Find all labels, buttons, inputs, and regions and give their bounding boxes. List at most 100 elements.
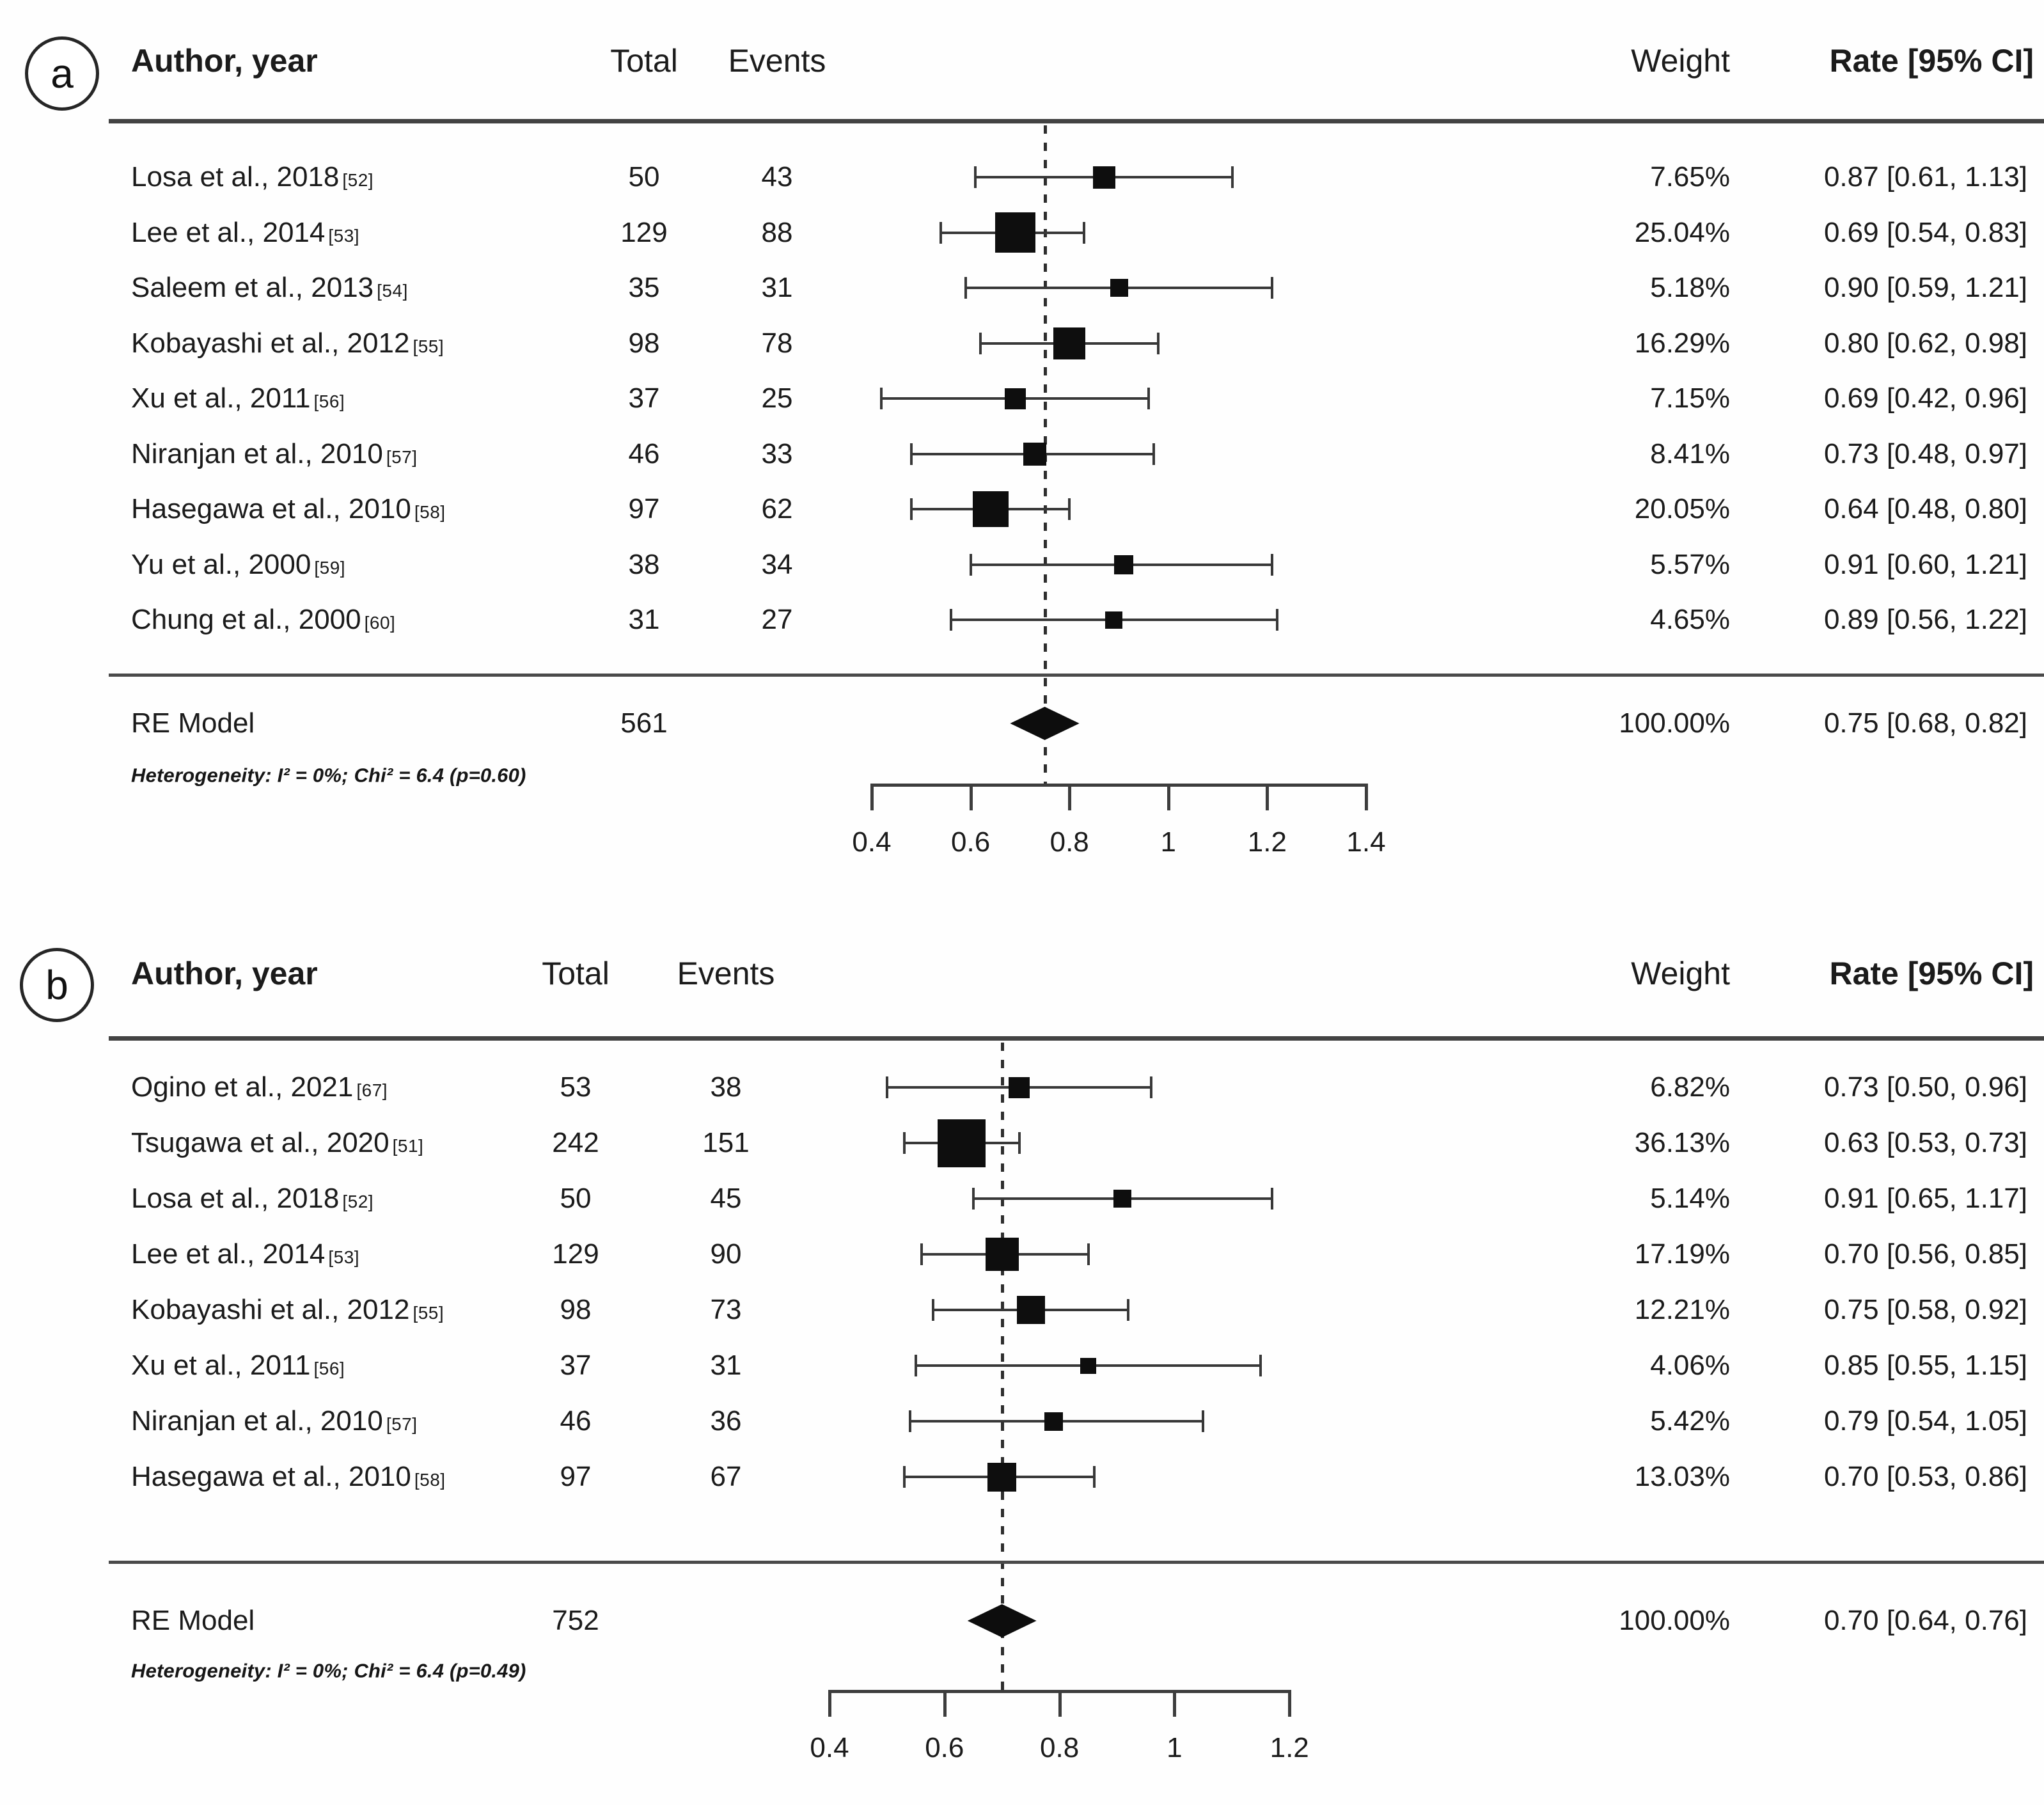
total-value: 53 — [560, 1071, 592, 1103]
point-estimate-square — [1105, 611, 1123, 629]
ci-cap-lower — [979, 332, 982, 354]
weight-value: 6.82% — [1650, 1071, 1730, 1103]
x-axis-tick — [1058, 1690, 1062, 1717]
column-header-events: Events — [728, 43, 826, 79]
weight-value: 36.13% — [1634, 1127, 1730, 1158]
weight-value: 12.21% — [1634, 1294, 1730, 1325]
x-axis-line — [870, 784, 1367, 787]
x-axis-tick-label: 0.6 — [925, 1732, 964, 1763]
point-estimate-square — [994, 212, 1035, 253]
events-value: 33 — [761, 437, 793, 469]
events-value: 27 — [761, 604, 793, 635]
x-axis-tick-label: 1 — [1167, 1732, 1183, 1763]
panel-badge-b: b — [20, 948, 94, 1022]
study-author-label: Yu et al., 2000 [59] — [131, 548, 345, 580]
events-value: 43 — [761, 161, 793, 193]
summary-diamond — [967, 1604, 1037, 1637]
weight-value: 5.42% — [1650, 1405, 1730, 1437]
total-value: 35 — [628, 272, 660, 303]
events-value: 88 — [761, 216, 793, 248]
weight-value: 16.29% — [1634, 327, 1730, 359]
x-axis-tick — [1266, 784, 1270, 810]
ci-cap-lower — [909, 498, 913, 520]
author-text: Kobayashi et al., 2012 — [131, 1294, 410, 1325]
study-author-label: Losa et al., 2018 [52] — [131, 1185, 373, 1213]
rate-ci-value: 0.75 [0.58, 0.92] — [1823, 1294, 2027, 1325]
x-axis-tick-label: 1.2 — [1270, 1732, 1309, 1763]
total-value: 46 — [628, 437, 660, 469]
pooled-estimate-reference-line — [1000, 1043, 1004, 1692]
rate-ci-value: 0.90 [0.59, 1.21] — [1823, 272, 2027, 303]
point-estimate-square — [972, 491, 1009, 527]
ci-cap-upper — [1231, 166, 1234, 188]
events-value: 38 — [710, 1071, 742, 1103]
author-text: Niranjan et al., 2010 — [131, 1405, 383, 1437]
events-value: 31 — [761, 272, 793, 303]
reference-number: [51] — [392, 1136, 424, 1156]
weight-value: 7.65% — [1650, 161, 1730, 193]
point-estimate-square — [1016, 1296, 1045, 1324]
weight-value: 20.05% — [1634, 493, 1730, 524]
author-text: Lee et al., 2014 — [131, 1238, 326, 1270]
total-value: 97 — [560, 1461, 592, 1492]
ci-cap-lower — [971, 1188, 975, 1210]
column-header-weight: Weight — [1631, 956, 1730, 991]
ci-cap-lower — [914, 1355, 917, 1376]
heterogeneity-note: Heterogeneity: I² = 0%; Chi² = 6.4 (p=0.… — [131, 764, 526, 787]
rate-ci-value: 0.73 [0.48, 0.97] — [1823, 437, 2027, 469]
ci-cap-lower — [920, 1243, 923, 1265]
re-model-weight: 100.00% — [1619, 1605, 1730, 1636]
events-value: 62 — [761, 493, 793, 524]
author-text: Saleem et al., 2013 — [131, 272, 374, 303]
events-value: 25 — [761, 382, 793, 414]
ci-cap-lower — [908, 1410, 911, 1432]
ci-cap-upper — [1259, 1355, 1262, 1376]
weight-value: 13.03% — [1634, 1461, 1730, 1492]
ci-cap-lower — [931, 1299, 934, 1321]
x-axis-tick — [969, 784, 973, 810]
reference-number: [58] — [414, 502, 446, 522]
point-estimate-square — [1053, 327, 1086, 359]
reference-number: [52] — [342, 1192, 374, 1211]
reference-number: [57] — [386, 446, 418, 467]
study-author-label: Losa et al., 2018 [52] — [131, 163, 373, 191]
rate-ci-value: 0.87 [0.61, 1.13] — [1823, 161, 2027, 193]
x-axis-tick — [870, 784, 874, 810]
study-author-label: Xu et al., 2011 [56] — [131, 384, 345, 413]
ci-cap-lower — [880, 388, 883, 409]
reference-number: [55] — [413, 336, 444, 356]
author-text: Chung et al., 2000 — [131, 604, 361, 635]
author-text: Yu et al., 2000 — [131, 548, 311, 580]
reference-number: [55] — [413, 1303, 444, 1323]
ci-cap-lower — [949, 609, 952, 631]
x-axis-tick — [1068, 784, 1072, 810]
study-author-label: Lee et al., 2014 [53] — [131, 1240, 359, 1268]
total-value: 129 — [552, 1238, 599, 1270]
panel-letter-b: b — [45, 962, 68, 1008]
ci-cap-upper — [1271, 1188, 1274, 1210]
rate-ci-value: 0.69 [0.54, 0.83] — [1823, 216, 2027, 248]
re-model-rate: 0.70 [0.64, 0.76] — [1823, 1605, 2027, 1636]
author-text: Ogino et al., 2021 — [131, 1071, 354, 1103]
author-text: Lee et al., 2014 — [131, 216, 326, 248]
panel-badge-a: a — [25, 36, 99, 111]
rate-ci-value: 0.70 [0.53, 0.86] — [1823, 1461, 2027, 1492]
ci-cap-upper — [1083, 221, 1086, 244]
total-value: 38 — [628, 548, 660, 580]
events-value: 45 — [710, 1183, 742, 1214]
study-author-label: Kobayashi et al., 2012 [55] — [131, 329, 444, 358]
weight-value: 4.06% — [1650, 1350, 1730, 1381]
total-value: 98 — [628, 327, 660, 359]
ci-cap-upper — [1157, 332, 1160, 354]
x-axis-tick-label: 1.2 — [1247, 826, 1287, 858]
ci-cap-lower — [909, 443, 913, 465]
study-author-label: Lee et al., 2014 [53] — [131, 216, 359, 248]
point-estimate-square — [1110, 279, 1128, 297]
reference-number: [57] — [386, 1414, 418, 1434]
column-header-weight: Weight — [1631, 43, 1730, 79]
weight-value: 17.19% — [1634, 1238, 1730, 1270]
column-header-total: Total — [610, 43, 678, 79]
author-text: Xu et al., 2011 — [131, 382, 311, 414]
reference-number: [54] — [377, 281, 408, 301]
